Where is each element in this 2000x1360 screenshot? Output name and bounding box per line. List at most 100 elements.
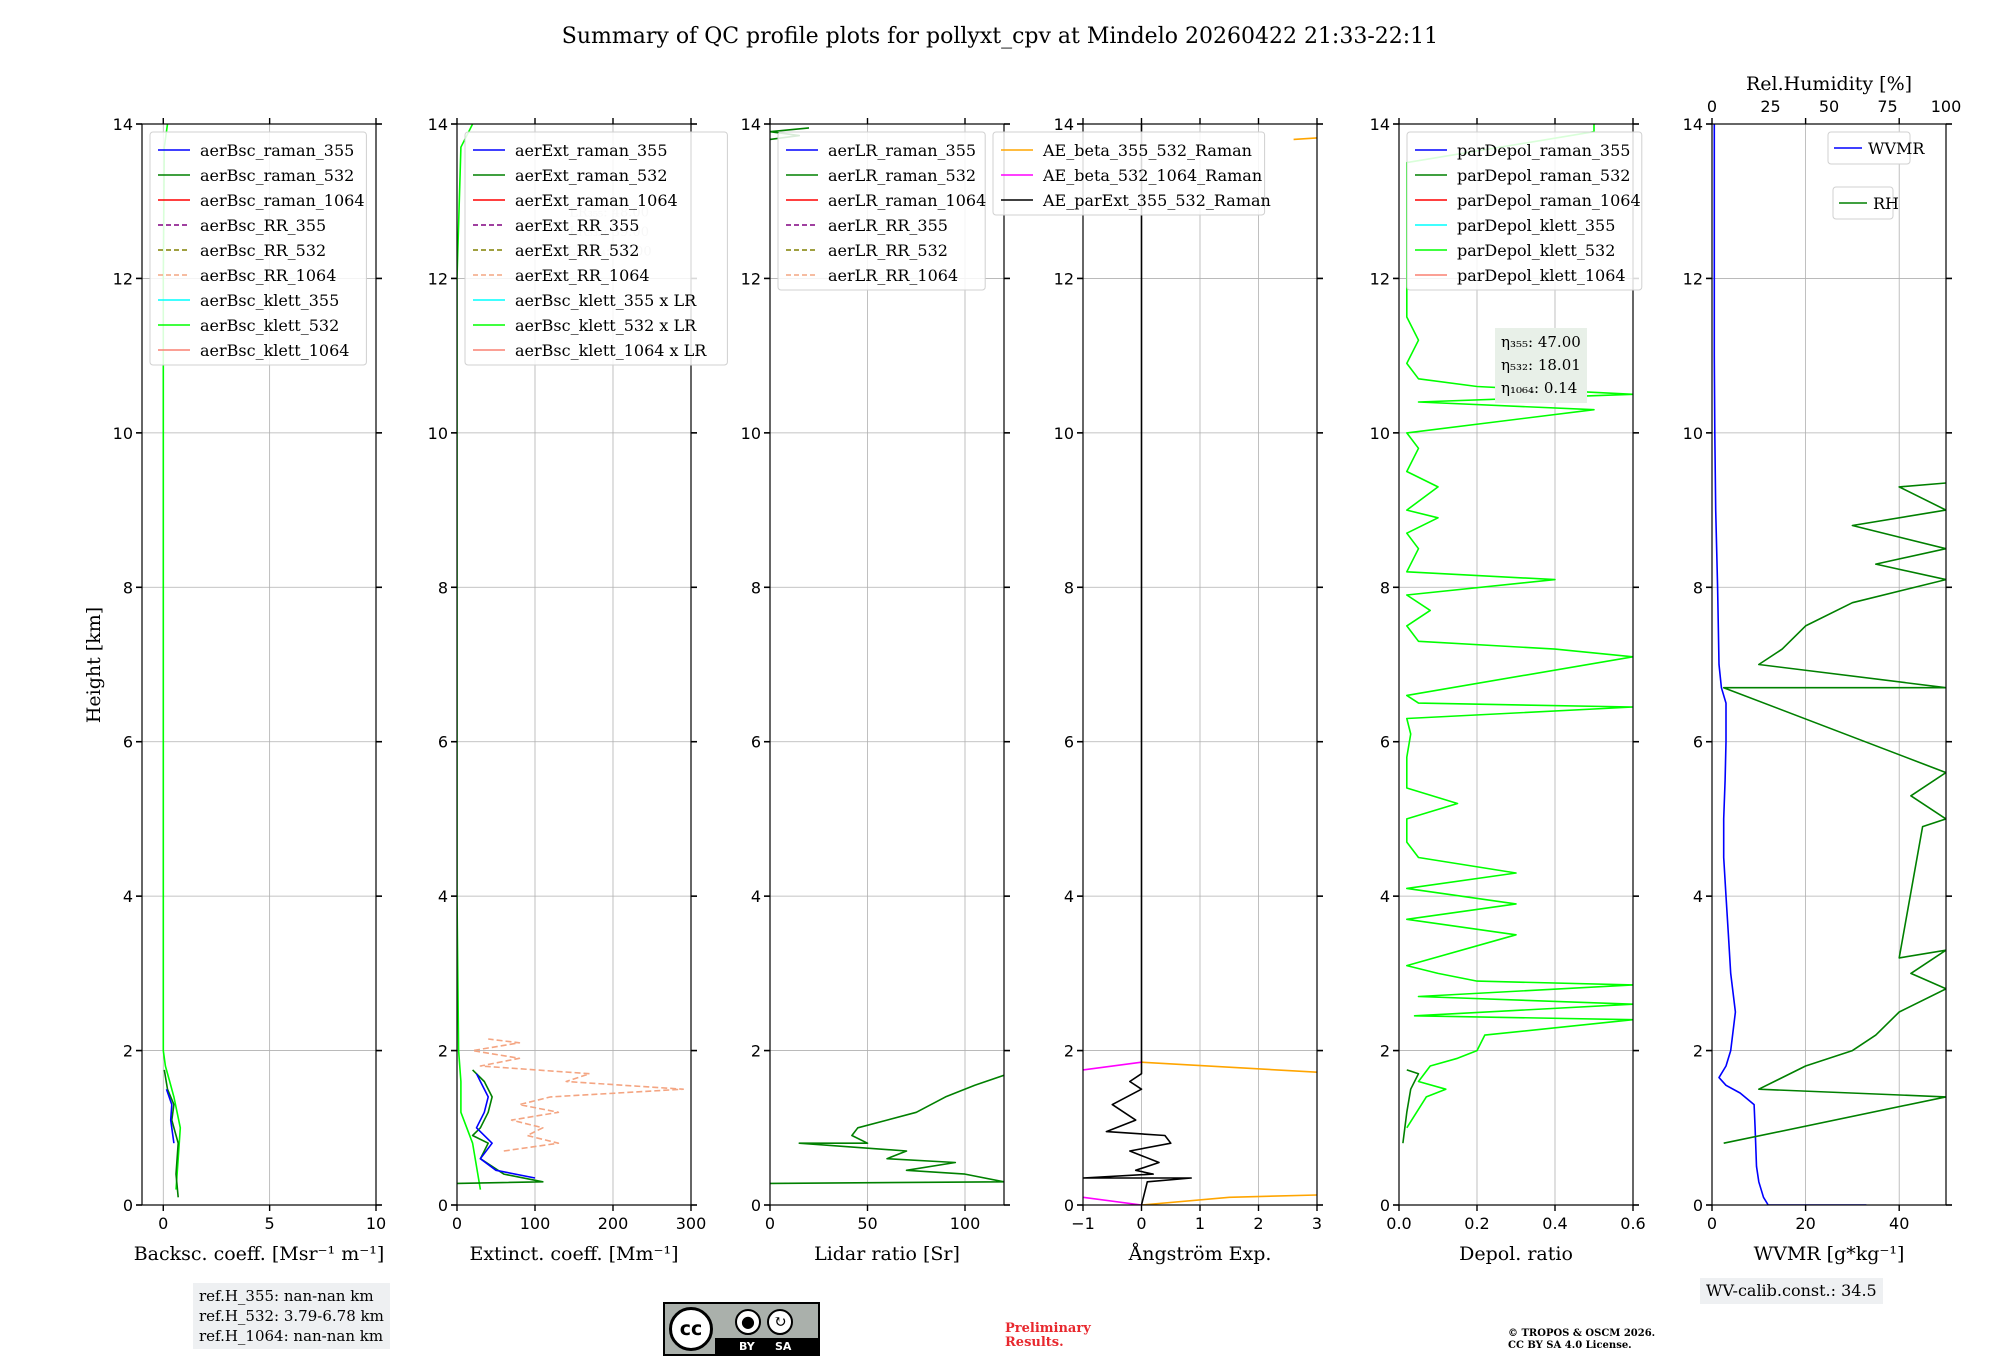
x-tick-label: 40	[1889, 1214, 1909, 1233]
legend: AE_beta_355_532_Raman AE_beta_532_1064_Ra…	[992, 131, 1271, 216]
x-tick-label: 1	[1195, 1214, 1205, 1233]
ref-h-1064: ref.H_1064: nan-nan km	[199, 1327, 384, 1345]
legend-entry: aerLR_raman_355	[828, 141, 976, 160]
legend-entry: aerLR_RR_1064	[828, 266, 958, 285]
panel-frame	[1711, 123, 1947, 1206]
y-tick-label: 6	[123, 733, 133, 752]
legend-entry: RH	[1873, 194, 1899, 213]
x-tick-label: 300	[676, 1214, 707, 1233]
x-axis-label: Ångström Exp.	[1128, 1243, 1272, 1265]
y-tick-label: 14	[1054, 115, 1074, 134]
legend-box	[464, 131, 728, 366]
panel-data	[1713, 124, 1946, 1205]
y-tick-label: 4	[1380, 887, 1390, 906]
series-AE_beta_355_532_Raman_lower	[1141, 1194, 1317, 1205]
wv-calibration-box: WV-calib.const.: 34.5	[1700, 1278, 1883, 1304]
y-tick-label: 8	[751, 578, 761, 597]
y-tick-label: 2	[751, 1042, 761, 1061]
preliminary-line2: Results.	[1005, 1335, 1064, 1350]
series-AE_beta_532_1064_Raman_upper	[1083, 1061, 1142, 1071]
series-RH	[1722, 482, 1946, 1144]
legend-entry: aerBsc_raman_355	[200, 141, 354, 160]
top-tick-label: 25	[1760, 97, 1780, 116]
y-tick-label: 10	[741, 424, 761, 443]
legend-entry: aerLR_RR_532	[828, 241, 948, 260]
legend: WVMR RH	[1827, 131, 1925, 220]
y-tick-label: 12	[1370, 269, 1390, 288]
x-axis-label: Depol. ratio	[1459, 1243, 1573, 1265]
y-tick-label: 2	[1380, 1042, 1390, 1061]
x-tick-label: −1	[1071, 1214, 1095, 1233]
x-tick-label: 50	[857, 1214, 877, 1233]
license-by-label: BY	[739, 1340, 755, 1353]
series-aerExt_raman_355	[475, 1073, 536, 1179]
series-AE_beta_355_532_Raman_upper	[1141, 1061, 1317, 1073]
cc-license-badge[interactable]: cc ● ↻ BY SA	[663, 1302, 820, 1356]
y-tick-label: 2	[123, 1042, 133, 1061]
y-tick-label: 10	[1054, 424, 1074, 443]
x-tick-label: 0.4	[1542, 1214, 1567, 1233]
panel-depol: 0 2 4 6 8 10 12 14 0.0 0.2 0.4 0.6 Depol. ratio parDe…	[1370, 115, 1646, 1265]
y-tick-label: 8	[123, 578, 133, 597]
x-tick-label: 100	[950, 1214, 981, 1233]
series-aerBsc_raman_532	[163, 1069, 179, 1198]
y-tick-label: 4	[751, 887, 761, 906]
y-tick-label: 6	[438, 733, 448, 752]
x-tick-label: 0.6	[1620, 1214, 1645, 1233]
top-tick-label: 50	[1819, 97, 1839, 116]
legend-entry: aerBsc_raman_532	[200, 166, 354, 185]
x-tick-label: 20	[1795, 1214, 1815, 1233]
top-tick-label: 100	[1931, 97, 1962, 116]
preliminary-results-note: Preliminary Results.	[1005, 1322, 1091, 1350]
copyright-line1: © TROPOS & OSCM 2026.	[1508, 1328, 1656, 1339]
y-tick-label: 6	[1693, 733, 1703, 752]
y-tick-label: 0	[751, 1196, 761, 1215]
legend-entry: aerBsc_RR_1064	[200, 266, 336, 285]
y-tick-label: 2	[1064, 1042, 1074, 1061]
y-tick-label: 0	[1693, 1196, 1703, 1215]
panel-ext: 0 2 4 6 8 10 12 14 0 100 200 300 Extinct. coeff. [Mm…	[428, 115, 728, 1265]
legend-entry: AE_beta_532_1064_Raman	[1042, 166, 1262, 185]
eta-box: η₃₅₅: 47.00 η₅₃₂: 18.01 η₁₀₆₄: 0.14	[1495, 328, 1587, 403]
legend-entry: aerExt_raman_1064	[515, 191, 678, 210]
legend-box	[1406, 131, 1643, 291]
panel-frame	[456, 123, 692, 1206]
y-tick-label: 4	[1064, 887, 1074, 906]
legend: aerBsc_raman_355 aerBsc_raman_532 aerBsc_r…	[149, 131, 367, 366]
series-AE_parExt_355_532_Raman	[1083, 124, 1192, 1205]
legend-entry: aerBsc_klett_355 x LR	[515, 291, 697, 310]
x-tick-label: 100	[520, 1214, 551, 1233]
legend-entry: aerBsc_RR_355	[200, 216, 326, 235]
x-tick-label: 10	[366, 1214, 386, 1233]
y-tick-label: 2	[1693, 1042, 1703, 1061]
legend-entry: aerExt_RR_355	[515, 216, 639, 235]
x-tick-label: 0	[1136, 1214, 1146, 1233]
series-aerBsc_klett_532 x LR	[457, 124, 482, 1190]
eta-532: η₅₃₂: 18.01	[1501, 356, 1581, 374]
y-tick-label: 4	[123, 887, 133, 906]
y-tick-label: 4	[438, 887, 448, 906]
x-tick-label: 2	[1253, 1214, 1263, 1233]
panel-frame	[1398, 123, 1634, 1206]
top-tick-label: 0	[1707, 97, 1717, 116]
copyright-note: © TROPOS & OSCM 2026. CC BY SA 4.0 Licens…	[1508, 1328, 1655, 1352]
y-tick-label: 12	[1683, 269, 1703, 288]
y-axis-label: Height [km]	[83, 607, 105, 723]
y-tick-label: 12	[428, 269, 448, 288]
legend-entry: aerBsc_klett_532 x LR	[515, 316, 697, 335]
x-tick-label: 0	[158, 1214, 168, 1233]
y-tick-label: 8	[1380, 578, 1390, 597]
y-tick-label: 10	[1683, 424, 1703, 443]
y-tick-label: 10	[113, 424, 133, 443]
series-parDepol_klett_532	[1406, 124, 1633, 1129]
legend-entry: aerBsc_raman_1064	[200, 191, 365, 210]
x-tick-label: 0	[452, 1214, 462, 1233]
ref-h-532: ref.H_532: 3.79-6.78 km	[199, 1307, 384, 1325]
legend-entry: aerExt_RR_532	[515, 241, 639, 260]
panel-data	[457, 124, 685, 1190]
y-tick-label: 6	[1064, 733, 1074, 752]
legend-entry: parDepol_raman_532	[1457, 166, 1630, 185]
